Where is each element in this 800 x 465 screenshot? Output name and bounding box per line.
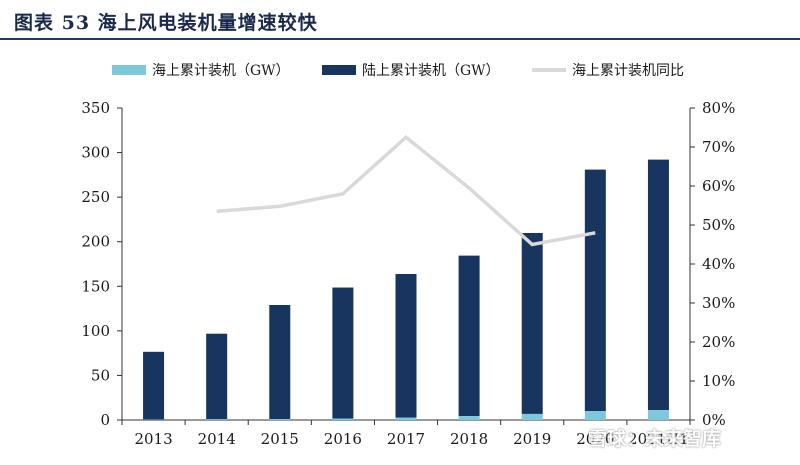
legend-label-onshore: 陆上累计装机（GW）: [362, 63, 500, 79]
figure-title: 图表 53 海上风电装机量增速较快: [14, 12, 318, 34]
y-left-tick-label: 300: [81, 144, 110, 162]
y-left-tick-label: 200: [81, 233, 110, 251]
bar-offshore: [332, 418, 354, 420]
y-left-tick-label: 350: [81, 99, 110, 117]
bar-onshore: [647, 159, 669, 411]
y-right-tick-label: 50%: [702, 216, 735, 234]
x-tick-label: 2017: [387, 430, 425, 448]
legend-item-yoy: 海上累计装机同比: [532, 60, 684, 80]
x-tick-label: 2016: [324, 430, 362, 448]
y-left-tick-label: 0: [100, 411, 110, 429]
x-tick-label: 2021H1: [628, 430, 689, 448]
bar-offshore: [584, 411, 606, 420]
x-tick-label: 2015: [261, 430, 299, 448]
bar-offshore: [395, 417, 417, 420]
bar-onshore: [269, 305, 291, 420]
y-right-tick-label: 30%: [702, 294, 735, 312]
x-tick-label: 2020: [576, 430, 614, 448]
bar-offshore: [458, 416, 480, 420]
line-offshore-yoy: [216, 135, 596, 247]
legend-item-offshore: 海上累计装机（GW）: [112, 60, 290, 80]
y-left-tick-label: 50: [91, 366, 110, 384]
x-tick-label: 2014: [198, 430, 236, 448]
bar-onshore: [206, 333, 228, 420]
x-tick-label: 2018: [450, 430, 488, 448]
figure-header: 图表 53 海上风电装机量增速较快: [0, 0, 800, 40]
title-rule: [0, 38, 800, 40]
y-left-tick-label: 250: [81, 188, 110, 206]
bar-onshore: [584, 169, 606, 412]
y-right-tick-label: 80%: [702, 99, 735, 117]
watermark: 雪球：未来智库: [588, 428, 722, 450]
y-right-tick-label: 10%: [702, 372, 735, 390]
bar-offshore: [521, 413, 543, 420]
bar-onshore: [521, 232, 543, 414]
y-left-tick-label: 100: [81, 322, 110, 340]
bar-onshore: [395, 273, 417, 418]
y-right-tick-label: 40%: [702, 255, 735, 273]
y-right-tick-label: 0%: [702, 411, 726, 429]
bar-offshore: [206, 419, 228, 420]
legend-label-offshore: 海上累计装机（GW）: [152, 63, 290, 79]
x-tick-label: 2013: [134, 430, 172, 448]
bar-offshore: [269, 419, 291, 420]
y-right-tick-label: 20%: [702, 333, 735, 351]
legend-label-yoy: 海上累计装机同比: [572, 63, 684, 79]
bar-onshore: [458, 255, 480, 417]
bar-offshore: [647, 410, 669, 420]
y-left-tick-label: 150: [81, 277, 110, 295]
legend-swatch-offshore: [112, 65, 146, 75]
legend-swatch-onshore: [322, 65, 356, 75]
bar-onshore: [332, 287, 354, 419]
chart-legend: 海上累计装机（GW） 陆上累计装机（GW） 海上累计装机同比: [0, 56, 800, 86]
y-right-tick-label: 70%: [702, 138, 735, 156]
bar-onshore: [143, 351, 165, 420]
legend-swatch-yoy: [532, 68, 566, 72]
x-tick-label: 2019: [513, 430, 551, 448]
y-right-tick-label: 60%: [702, 177, 735, 195]
legend-item-onshore: 陆上累计装机（GW）: [322, 60, 500, 80]
